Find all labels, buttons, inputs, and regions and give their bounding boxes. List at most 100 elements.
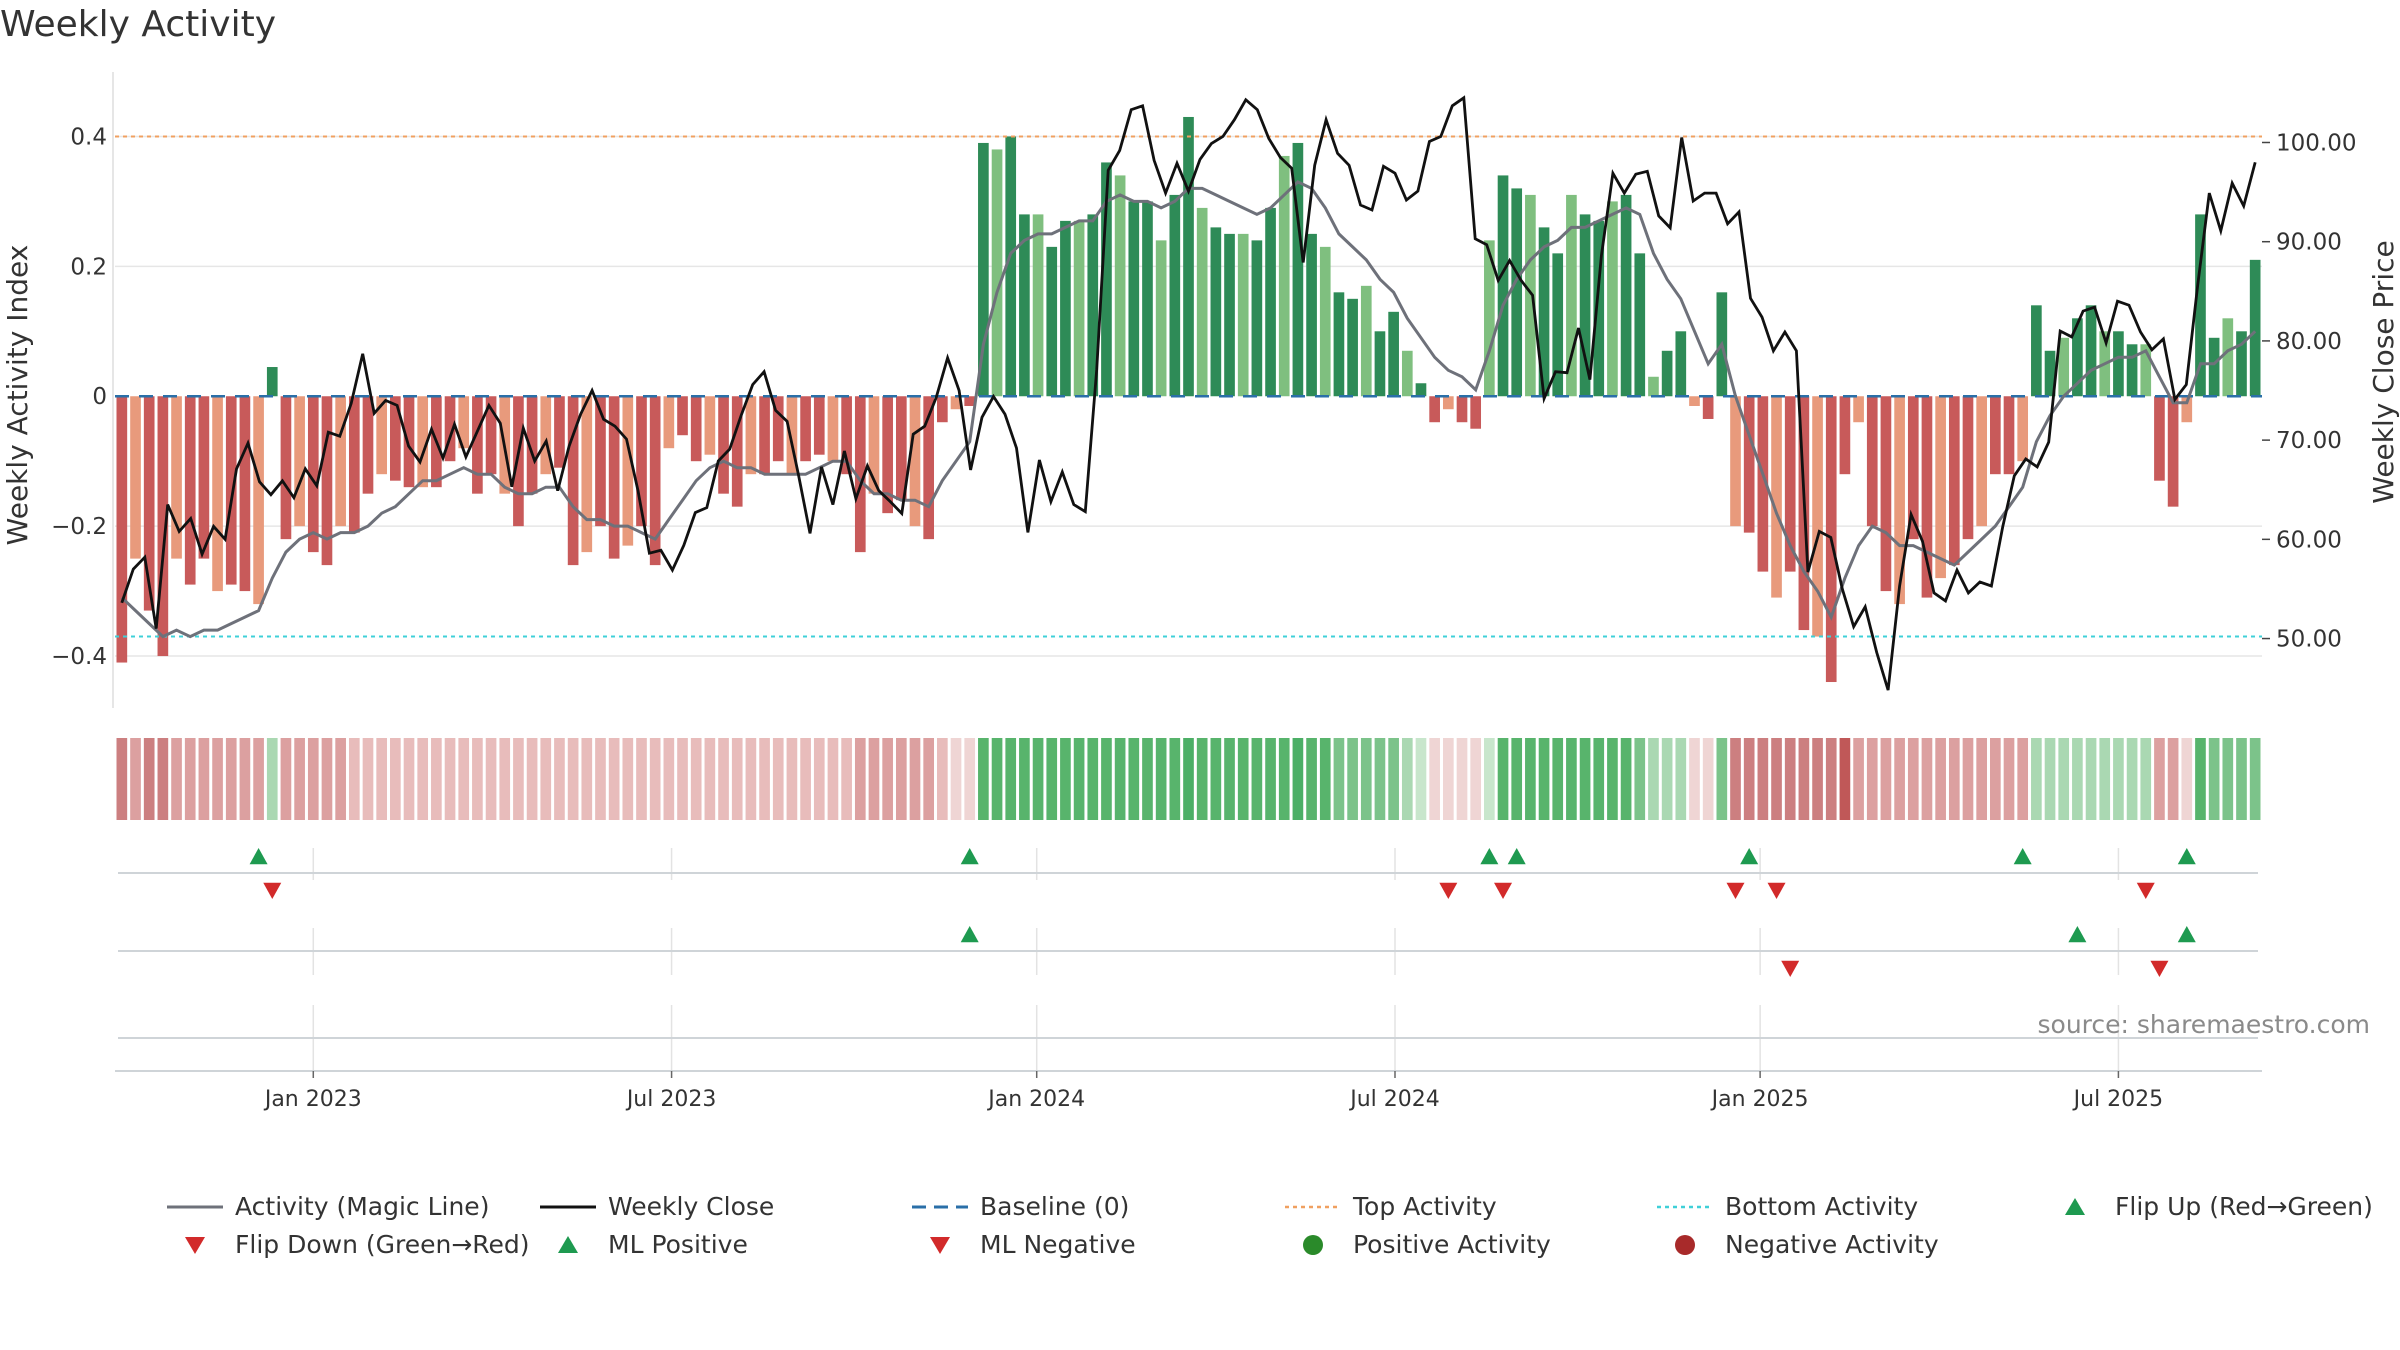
- activity-bar: [2208, 337, 2220, 397]
- heat-cell: [1798, 738, 1810, 820]
- activity-bar: [513, 396, 524, 527]
- activity-bar: [1511, 188, 1523, 397]
- heat-cell: [2167, 738, 2179, 820]
- heat-cell: [1839, 738, 1851, 820]
- activity-bar: [143, 396, 155, 611]
- heat-cell: [1128, 738, 1140, 820]
- left-tick-label: −0.2: [51, 514, 107, 540]
- activity-bar: [1073, 220, 1085, 397]
- activity-bar: [636, 396, 647, 527]
- heat-cell: [1675, 738, 1687, 820]
- activity-bar: [2044, 350, 2056, 397]
- heat-cell: [1771, 738, 1782, 820]
- heat-cell: [540, 738, 552, 820]
- heat-cell: [677, 738, 688, 820]
- heat-cell: [567, 738, 579, 820]
- flip-up-marker: [1480, 848, 1499, 865]
- activity-bar: [1319, 246, 1331, 397]
- heat-cell: [608, 738, 620, 820]
- activity-bar: [1196, 207, 1208, 397]
- activity-bar: [2017, 396, 2029, 462]
- flip-up-marker: [960, 848, 979, 865]
- activity-bar: [1853, 396, 1864, 423]
- activity-bar: [1401, 350, 1413, 397]
- heat-cell: [1566, 738, 1577, 820]
- activity-bar: [171, 396, 182, 559]
- flip-up-marker: [1507, 848, 1526, 865]
- heat-cell: [581, 738, 593, 820]
- activity-bar: [280, 396, 292, 540]
- legend-label: Bottom Activity: [1725, 1192, 1919, 1221]
- activity-bar: [2031, 305, 2042, 397]
- heat-cell: [1702, 738, 1714, 820]
- activity-bar: [1333, 292, 1345, 397]
- heat-cell: [909, 738, 921, 820]
- flip-up-marker: [249, 848, 268, 865]
- heat-cell: [1087, 738, 1099, 820]
- heat-cell: [1757, 738, 1769, 820]
- activity-bar: [554, 396, 565, 468]
- activity-bar: [841, 396, 852, 475]
- heat-cell: [444, 738, 456, 820]
- flip-down-marker: [1726, 882, 1745, 899]
- activity-bar: [909, 396, 921, 527]
- activity-bar: [1948, 396, 1960, 566]
- heat-cell: [2222, 738, 2234, 820]
- activity-bar: [1552, 253, 1564, 397]
- heat-cell: [225, 738, 237, 820]
- flip-down-marker: [1767, 882, 1786, 899]
- heat-cell: [1866, 738, 1878, 820]
- heat-cell: [513, 738, 524, 820]
- activity-bar: [882, 396, 893, 514]
- right-tick-label: 80.00: [2276, 329, 2342, 355]
- legend-label: Activity (Magic Line): [235, 1192, 490, 1221]
- activity-bar: [1183, 116, 1194, 397]
- activity-bar: [1101, 162, 1112, 397]
- heat-cell: [1224, 738, 1235, 820]
- activity-bar: [2154, 396, 2165, 481]
- activity-bar: [1962, 396, 1974, 540]
- heat-cell: [937, 738, 948, 820]
- source-note: source: sharemaestro.com: [2037, 1010, 2371, 1039]
- heat-cell: [1538, 738, 1550, 820]
- legend: Activity (Magic Line) Weekly Close Baselin…: [0, 1192, 2400, 1272]
- left-tick-label: 0: [92, 384, 107, 410]
- right-tick-label: 100.00: [2276, 130, 2356, 156]
- activity-bar: [1990, 396, 2001, 475]
- activity-bar: [1607, 201, 1618, 397]
- heat-cell: [1976, 738, 1987, 820]
- heat-cell: [1607, 738, 1618, 820]
- legend-label: Top Activity: [1353, 1192, 1497, 1221]
- heat-cell: [1388, 738, 1399, 820]
- flip-down-marker: [1439, 882, 1458, 899]
- ml-positive-marker: [960, 926, 979, 943]
- heat-cell: [1415, 738, 1427, 820]
- activity-bar: [1702, 396, 1714, 419]
- heat-cell: [526, 738, 538, 820]
- heat-cell: [1073, 738, 1085, 820]
- activity-bar: [1894, 396, 1905, 605]
- activity-bar: [2167, 396, 2179, 507]
- activity-bar: [772, 396, 784, 462]
- heat-cell: [130, 738, 141, 820]
- heat-cell: [458, 738, 470, 820]
- activity-bar: [321, 396, 333, 566]
- heat-cell: [1593, 738, 1605, 820]
- activity-bar: [2085, 305, 2097, 397]
- activity-bar: [266, 367, 278, 397]
- activity-bar: [1374, 331, 1386, 397]
- heat-cell: [1661, 738, 1673, 820]
- legend-label: Flip Down (Green→Red): [235, 1230, 530, 1259]
- ml-positive-marker: [2068, 926, 2087, 943]
- heat-cell: [376, 738, 387, 820]
- activity-bar: [813, 396, 825, 455]
- activity-bar: [362, 396, 374, 494]
- activity-bar: [2126, 344, 2138, 397]
- activity-bar: [2249, 259, 2261, 397]
- flip-down-marker: [263, 882, 282, 899]
- heat-cell: [1196, 738, 1208, 820]
- heat-cell: [294, 738, 305, 820]
- activity-bar: [1456, 396, 1468, 423]
- activity-bar: [526, 396, 538, 494]
- left-tick-label: −0.4: [51, 644, 107, 670]
